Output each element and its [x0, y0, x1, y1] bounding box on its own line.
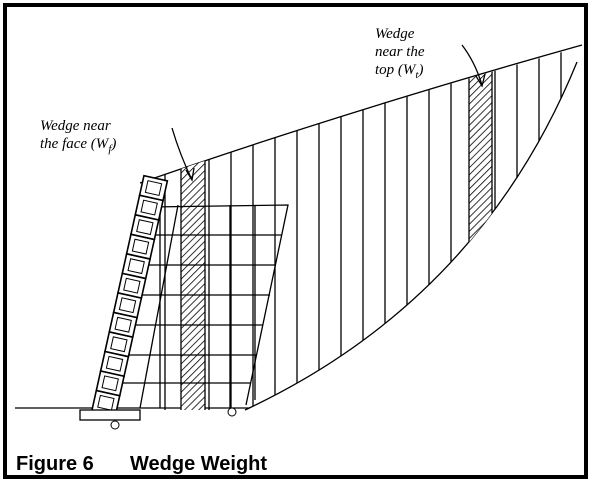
label-text: top (W	[375, 62, 417, 78]
block-core	[144, 180, 163, 197]
block-core	[136, 219, 154, 236]
label-text: )	[110, 136, 116, 152]
label-line: the face (Wf)	[40, 136, 116, 155]
label-line: Wedge near	[40, 118, 111, 134]
block-core	[131, 238, 150, 255]
arrow	[461, 44, 486, 88]
caption-number: Figure 6	[16, 453, 94, 475]
block-core	[123, 277, 141, 294]
label-text: )	[417, 62, 423, 78]
block-core	[118, 297, 137, 314]
block-core	[101, 375, 119, 392]
drain	[227, 407, 237, 417]
label-line: near the	[375, 44, 425, 60]
block-core	[114, 316, 132, 333]
caption-title: Wedge Weight	[130, 453, 267, 475]
block-core	[97, 394, 115, 411]
label-line: Wedge	[375, 26, 415, 42]
label-text: the face (W	[40, 136, 110, 152]
label-sub: f	[108, 143, 113, 155]
label-sub: t	[415, 69, 419, 81]
block-core	[140, 199, 158, 216]
drain	[110, 420, 120, 430]
block-core	[105, 355, 124, 372]
reinforcement	[118, 204, 289, 409]
wall-block	[138, 174, 169, 202]
block-core	[110, 336, 128, 353]
slip-surface	[244, 61, 578, 411]
arrow	[171, 127, 195, 182]
label-line: top (Wt)	[375, 62, 423, 81]
footing	[79, 409, 141, 421]
slope-surface	[139, 44, 583, 184]
wall	[91, 174, 169, 417]
block-core	[127, 258, 145, 275]
